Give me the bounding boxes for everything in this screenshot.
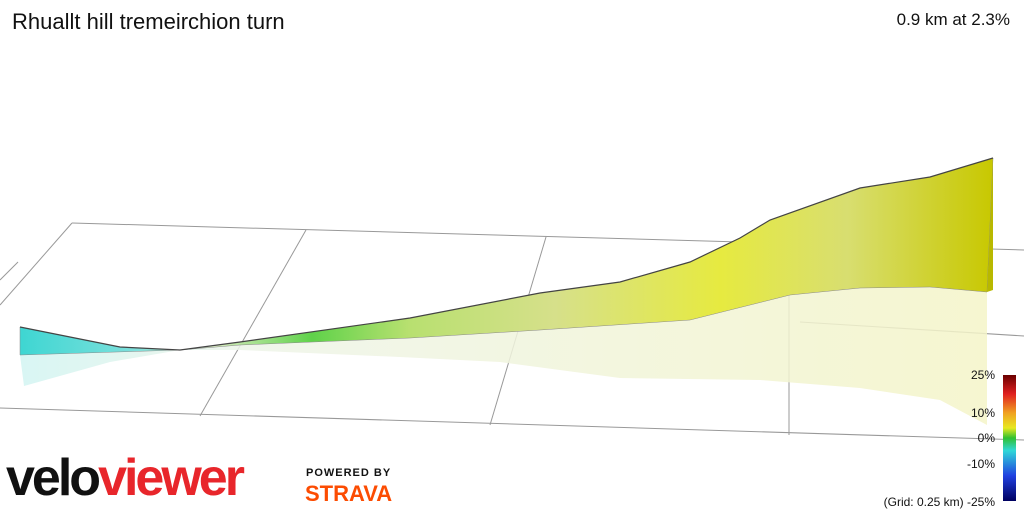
legend-label: 25% xyxy=(970,368,995,382)
profile-line xyxy=(19,157,994,351)
grid-legend: (Grid: 0.25 km) -25% xyxy=(884,495,995,509)
legend-label: 10% xyxy=(970,406,995,420)
legend-label: 0% xyxy=(977,431,995,445)
title: Rhuallt hill tremeirchion turn xyxy=(12,9,285,34)
logo[interactable]: veloviewer xyxy=(6,448,245,508)
legend-label: -25% xyxy=(966,495,995,509)
legend-label: -10% xyxy=(966,457,995,471)
gradient-scale xyxy=(1003,375,1016,501)
stats: 0.9 km at 2.3% xyxy=(896,10,1010,29)
profile-shadow xyxy=(20,287,987,425)
profile-end xyxy=(987,158,993,292)
partner-logo[interactable]: STRAVA xyxy=(305,481,393,506)
powered-by: POWERED BY xyxy=(306,467,392,479)
logo-part: viewer xyxy=(98,449,245,507)
grid-note: (Grid: 0.25 km) xyxy=(883,495,964,509)
logo-part: velo xyxy=(6,449,101,507)
